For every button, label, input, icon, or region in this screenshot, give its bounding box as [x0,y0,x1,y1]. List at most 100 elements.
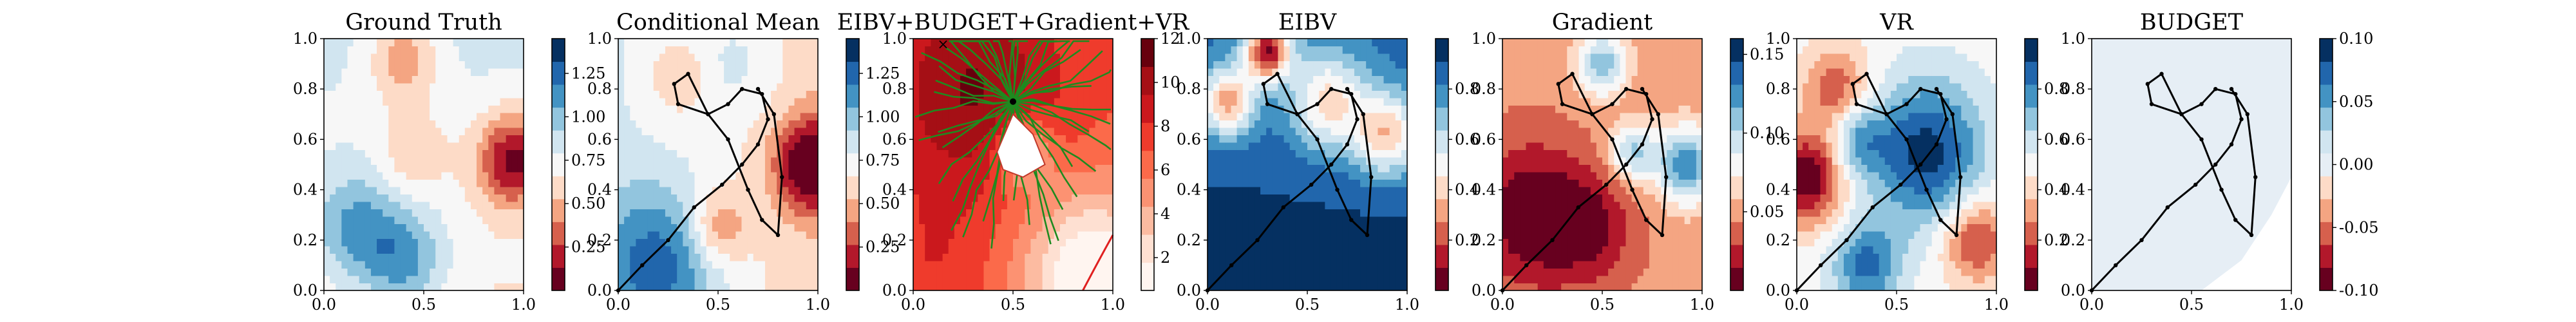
heatmap-cell [1301,209,1308,217]
heatmap-cell [806,223,813,232]
heatmap-cell [741,105,748,113]
heatmap-cell [1331,246,1338,254]
heatmap-cell [1089,187,1096,194]
heatmap-cell [753,172,760,180]
heatmap-cell [1354,135,1361,143]
heatmap-cell [1083,164,1090,173]
heatmap-cell [931,238,937,247]
heatmap-cell [636,216,642,224]
heatmap-cell [1001,276,1008,283]
heatmap-cell [1077,75,1084,84]
heatmap-cell [341,61,348,69]
heatmap-cell [1348,172,1355,180]
heatmap-cell [1331,231,1338,239]
heatmap-cell [1389,253,1396,261]
heatmap-cell [1342,98,1349,106]
heatmap-cell [459,268,466,276]
heatmap-cell [1372,53,1378,61]
heatmap-cell [412,113,419,120]
heatmap-cell [506,90,513,99]
heatmap-cell [1289,261,1296,269]
colorbar-tick-label: 0.50 [571,194,605,213]
heatmap-cell [1248,283,1255,291]
heatmap-cell [353,223,360,232]
heatmap-cell [470,98,477,106]
heatmap-cell [694,261,701,269]
heatmap-cell [517,194,524,202]
heatmap-cell [1301,261,1308,269]
heatmap-cell [341,135,348,143]
heatmap-cell [1213,268,1220,276]
heatmap-cell [1083,120,1090,128]
heatmap-cell [1289,149,1296,158]
heatmap-cell [700,164,707,173]
heatmap-cell [1225,98,1231,106]
heatmap-cell [764,142,772,150]
heatmap-cell [1526,276,1533,283]
heatmap-cell [1266,261,1273,269]
heatmap-cell [464,223,471,232]
heatmap-cell [330,120,336,128]
heatmap-cell [1378,53,1385,61]
heatmap-cell [948,105,955,113]
heatmap-cell [1672,283,1680,291]
heatmap-cell [447,142,454,150]
heatmap-cell [1301,53,1308,61]
heatmap-cell [1342,238,1349,247]
heatmap-cell [1001,202,1008,209]
heatmap-cell [978,120,984,128]
heatmap-cell [517,128,524,135]
heatmap-cell [624,187,630,194]
trajectory-point [740,87,744,91]
heatmap-cell [925,120,931,128]
heatmap-cell [424,68,430,76]
heatmap-cell [1342,216,1349,224]
heatmap-cell [741,120,748,128]
heatmap-cell [777,128,783,135]
heatmap-cell [1283,209,1291,217]
heatmap-cell [511,276,518,283]
heatmap-cell [365,194,372,202]
heatmap-cell [800,164,807,173]
heatmap-cell [494,261,501,269]
trajectory-point [1281,205,1286,210]
heatmap-cell [1395,90,1402,99]
heatmap-cell [741,194,748,202]
heatmap-cell [688,142,696,150]
heatmap-cell [665,83,672,91]
heatmap-cell [412,149,419,158]
heatmap-cell [1236,216,1244,224]
heatmap-cell [1225,90,1231,99]
heatmap-cell [771,223,777,232]
heatmap-cell [1059,231,1066,239]
heatmap-cell [966,68,972,76]
colorbar: 0.20.40.60.8 [1435,38,1479,291]
trajectory-point [1261,82,1266,86]
heatmap-cell [1225,149,1231,158]
heatmap-cell [1242,216,1249,224]
heatmap-cell [1366,253,1372,261]
heatmap-cell [1219,209,1226,217]
heatmap-cell [1307,61,1314,69]
heatmap-cell [1336,120,1343,128]
heatmap-cell [1383,209,1390,217]
heatmap-cell [377,98,383,106]
heatmap-cell [1248,253,1255,261]
heatmap-cell [706,216,713,224]
heatmap-cell [383,179,389,187]
heatmap-cell [488,231,495,239]
heatmap-cell [1360,98,1367,106]
heatmap-cell [435,164,442,173]
heatmap-cell [712,268,719,276]
heatmap-cell [764,231,772,239]
heatmap-cell [1048,268,1055,276]
heatmap-cell [482,172,489,180]
trajectory-point [640,263,645,268]
heatmap-cell [1278,253,1285,261]
heatmap-cell [506,202,513,209]
heatmap-cell [671,113,677,120]
heatmap-cell [353,53,360,61]
heatmap-cell [636,90,642,99]
heatmap-cell [1307,209,1314,217]
heatmap-cell [400,46,407,54]
